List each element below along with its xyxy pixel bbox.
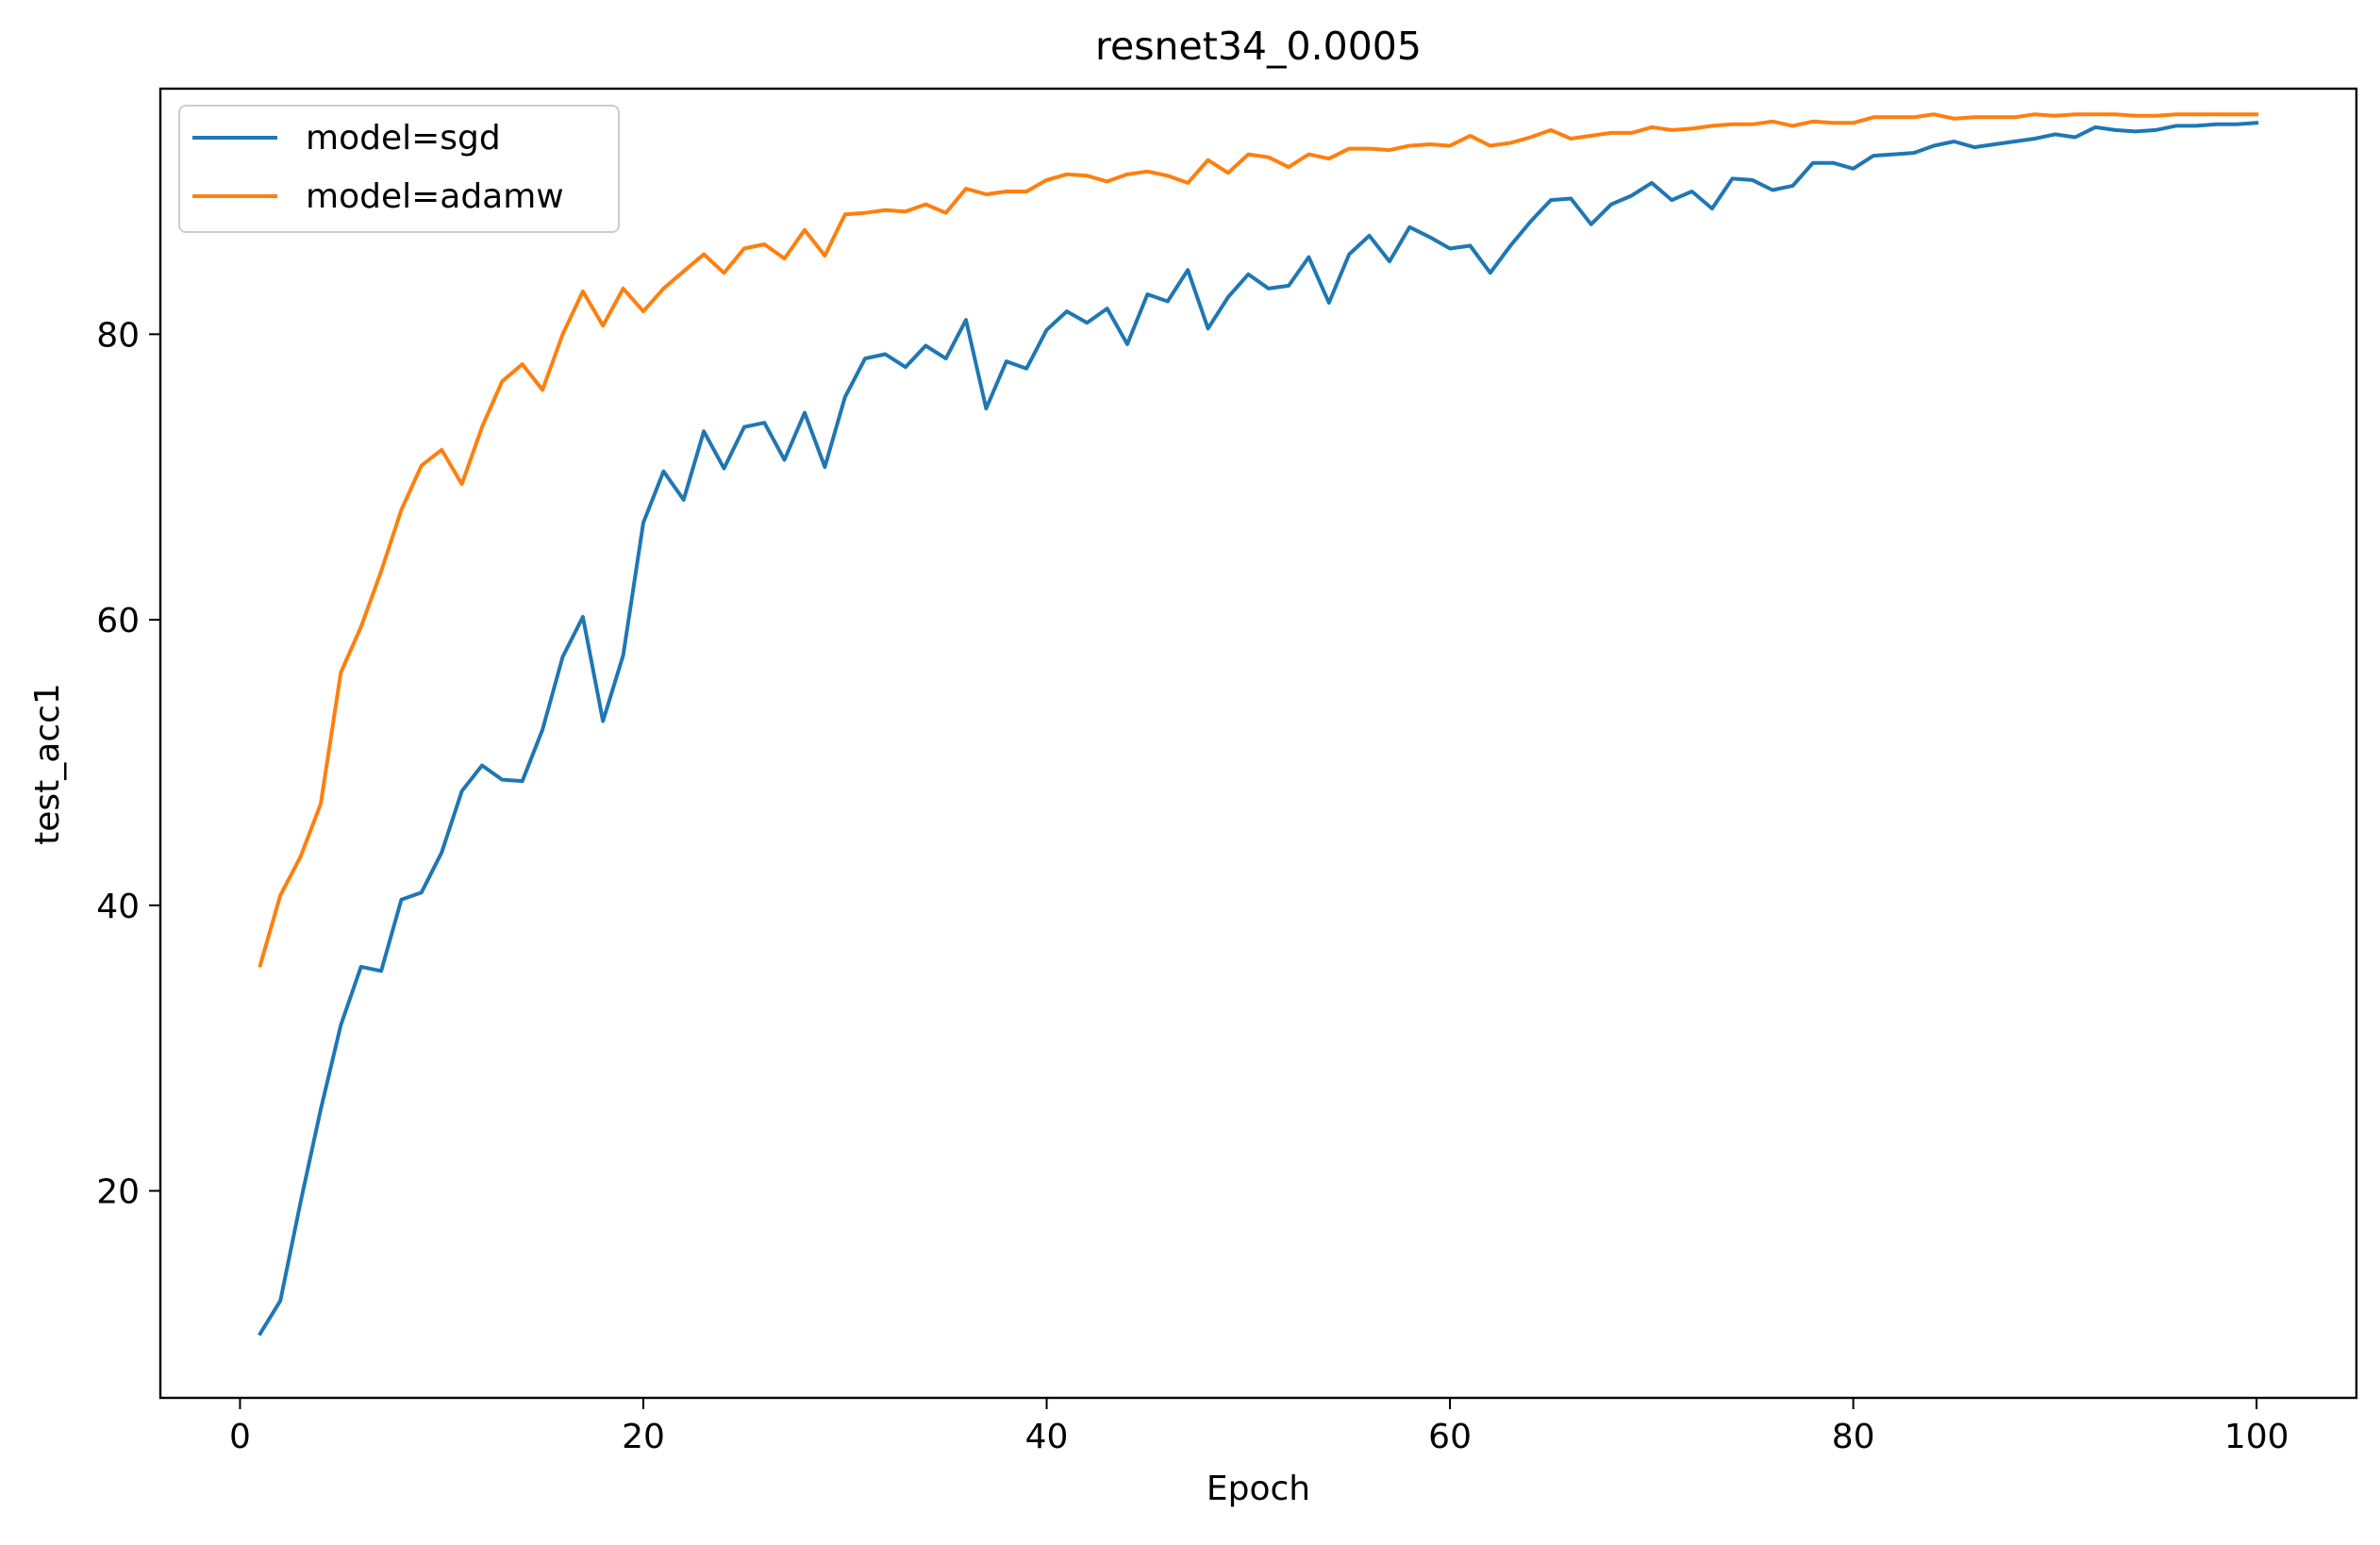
y-tick-label: 20 <box>96 1173 140 1212</box>
y-tick-label: 40 <box>96 888 140 926</box>
x-tick-label: 20 <box>622 1418 665 1456</box>
series-line-sgd <box>258 121 2259 1337</box>
legend: model=sgd model=adamw <box>178 105 620 233</box>
x-axis-label: Epoch <box>1207 1470 1310 1508</box>
plot-frame <box>158 87 2358 1400</box>
legend-label-sgd: model=sgd <box>306 119 501 158</box>
ticks-layer: 0 20 40 60 80 100 20 40 60 80 <box>96 316 2288 1456</box>
y-tick-label: 60 <box>96 602 140 640</box>
x-tick-label: 80 <box>1832 1418 1875 1456</box>
x-tick-label: 40 <box>1025 1418 1069 1456</box>
chart-title: resnet34_0.0005 <box>1095 24 1422 69</box>
series-line-adamw <box>258 112 2259 968</box>
legend-label-adamw: model=adamw <box>306 177 564 216</box>
y-tick-label: 80 <box>96 316 140 355</box>
series-layer <box>258 112 2259 1337</box>
x-tick-label: 60 <box>1428 1418 1472 1456</box>
x-tick-label: 0 <box>229 1418 251 1456</box>
y-axis-label: test_acc1 <box>28 683 67 845</box>
legend-box <box>178 105 620 233</box>
x-tick-label: 100 <box>2224 1418 2289 1456</box>
